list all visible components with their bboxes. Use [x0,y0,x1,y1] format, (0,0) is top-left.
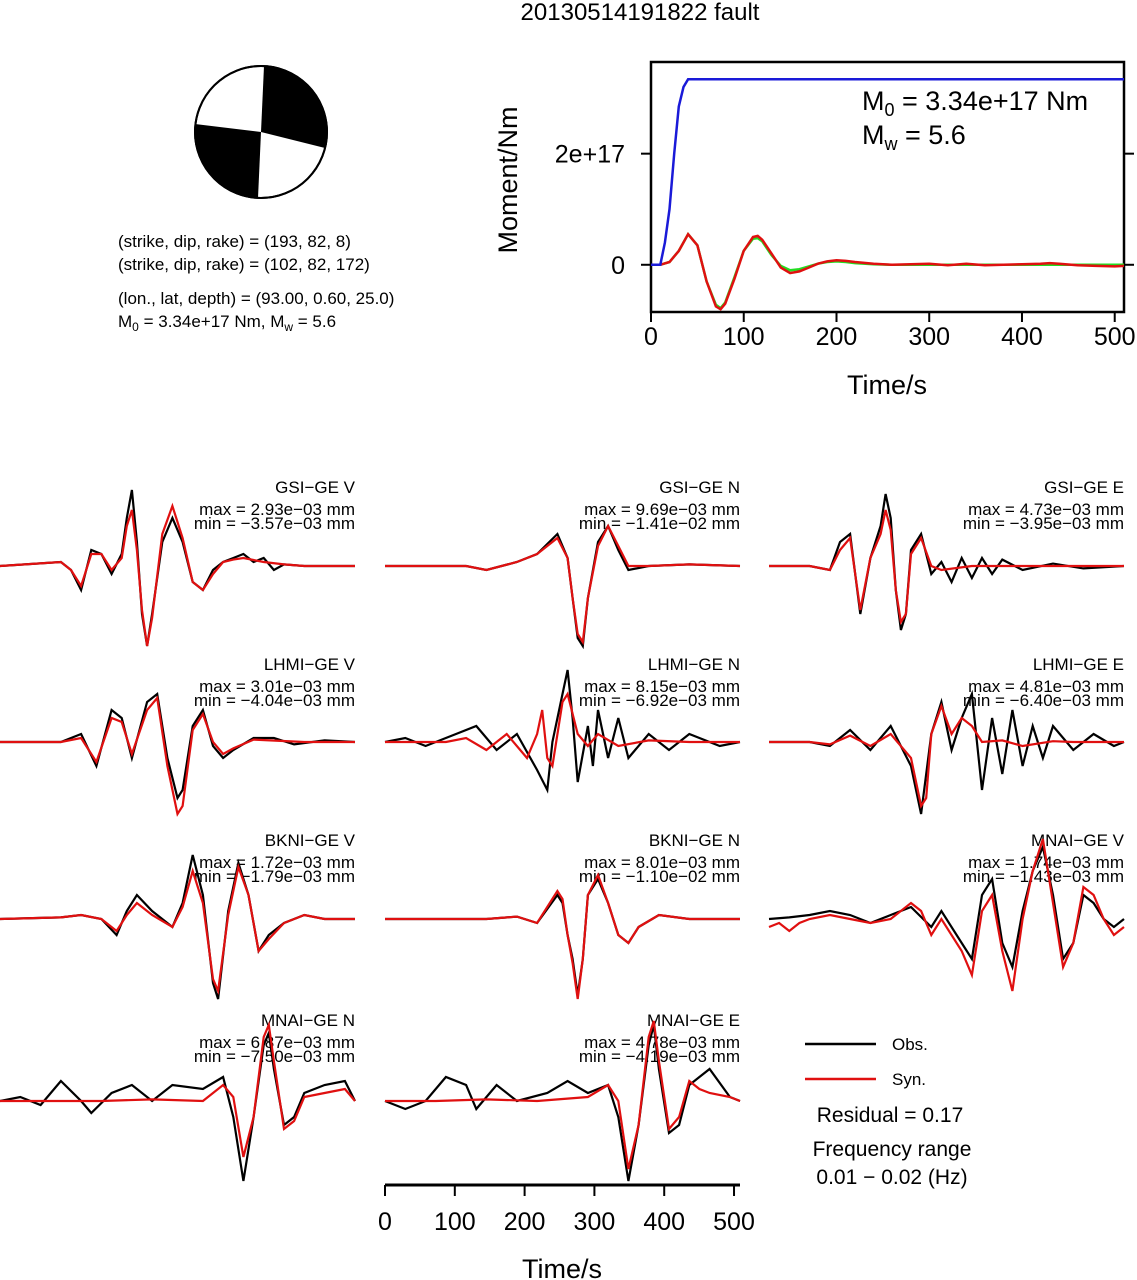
synthetic-trace [0,695,355,817]
moment-annotation-m0: M0 = 3.34e+17 Nm [862,86,1088,120]
synthetic-trace [385,691,740,770]
trace-min-label: min = −4.19e−03 mm [579,1047,740,1066]
moment-xtick-label: 500 [1094,323,1136,351]
wave-xtick-label: 0 [378,1208,392,1236]
wave-xtick-label: 200 [504,1208,546,1236]
observed-trace [0,854,355,1000]
moment-plot-frame [649,60,1126,314]
trace-min-label: min = −3.95e−03 mm [963,514,1124,533]
synthetic-trace [769,509,1124,626]
trace-min-label: min = −1.43e−03 mm [963,867,1124,886]
synthetic-trace [768,838,1125,992]
moment-ylabel: Moment/Nm [493,106,523,253]
moment-xtick-label: 200 [816,323,858,351]
station-label: MNAI−GE V [1031,831,1125,850]
wave-xlabel: Time/s [522,1254,602,1280]
wave-xtick-label: 300 [574,1208,616,1236]
trace-min-label: min = −3.57e−03 mm [194,514,355,533]
trace-max-label: max = 3.01e−03 mm [199,677,355,696]
synthetic-trace [0,862,355,996]
mechanism-line3: (lon., lat, depth) = (93.00, 0.60, 25.0) [118,289,394,308]
trace-min-label: min = −1.41e−02 mm [579,514,740,533]
station-label: MNAI−GE E [647,1011,740,1030]
synthetic-trace [0,502,355,647]
observed-trace [385,523,741,650]
mechanism-info: (strike, dip, rake) = (193, 82, 8) (stri… [118,232,394,334]
trace-max-label: max = 6.87e−03 mm [199,1033,355,1052]
trace-max-label: max = 4.81e−03 mm [968,677,1124,696]
moment-xtick-label: 0 [644,323,658,351]
observed-trace [769,689,1125,815]
wave-xtick-label: 400 [643,1208,685,1236]
legend-syn-label: Syn. [892,1070,926,1089]
station-label: LHMI−GE N [648,655,740,674]
station-label: GSI−GE V [275,478,355,497]
observed-trace [0,1028,356,1182]
figure-title: 20130514191822 fault [521,0,760,26]
moment-ytick-label: 2e+17 [555,141,625,169]
trace-max-label: max = 9.69e−03 mm [584,500,740,519]
legend-frequency-label: Frequency range [813,1138,972,1161]
moment-series-line [651,232,1124,310]
legend-obs-label: Obs. [892,1035,928,1054]
trace-max-label: max = 2.93e−03 mm [199,500,355,519]
legend-frequency-value: 0.01 − 0.02 (Hz) [816,1166,967,1189]
synthetic-trace [385,872,740,1000]
synthetic-trace [385,1020,741,1170]
trace-min-label: min = −7.50e−03 mm [194,1047,355,1066]
mechanism-moment: M0 = 3.34e+17 Nm, Mw = 5.6 [118,312,336,334]
mechanism-line1: (strike, dip, rake) = (193, 82, 8) [118,232,351,251]
wave-time-axis: 0 100 200 300 400 500 Time/s [378,1183,755,1280]
station-label: GSI−GE E [1044,478,1124,497]
station-label: BKNI−GE N [649,831,740,850]
moment-xtick-label: 400 [1001,323,1043,351]
station-label: BKNI−GE V [265,831,356,850]
moment-series-line [651,77,1124,267]
moment-series-line [651,232,1125,311]
moment-xtick-label: 100 [723,323,765,351]
beachball [194,65,328,199]
synthetic-trace [0,1020,356,1158]
mechanism-line2: (strike, dip, rake) = (102, 82, 172) [118,255,370,274]
trace-max-label: max = 4.78e−03 mm [584,1033,740,1052]
synthetic-trace [385,523,741,646]
trace-min-label: min = −6.92e−03 mm [579,691,740,710]
trace-min-label: min = −6.40e−03 mm [963,691,1124,710]
trace-max-label: max = 8.15e−03 mm [584,677,740,696]
legend: Obs. Syn. Residual = 0.17 Frequency rang… [805,1035,971,1189]
trace-min-label: min = −1.10e−02 mm [579,867,740,886]
wave-xtick-label: 100 [434,1208,476,1236]
trace-min-label: min = −4.04e−03 mm [194,691,355,710]
trace-max-label: max = 4.73e−03 mm [968,500,1124,519]
moment-xtick-label: 300 [908,323,950,351]
trace-max-label: max = 8.01e−03 mm [584,853,740,872]
moment-ytick-label: 0 [611,252,625,280]
station-label: LHMI−GE E [1033,655,1124,674]
legend-residual: Residual = 0.17 [817,1104,964,1127]
observed-trace [385,876,740,996]
wave-xtick-label: 500 [713,1208,755,1236]
synthetic-trace [769,702,1124,809]
station-label: LHMI−GE V [264,655,356,674]
trace-min-label: min = −1.79e−03 mm [194,867,355,886]
moment-annotation-mw: Mw = 5.6 [862,120,966,154]
moment-xlabel: Time/s [847,370,927,400]
station-label: GSI−GE N [659,478,740,497]
station-label: MNAI−GE N [261,1011,355,1030]
